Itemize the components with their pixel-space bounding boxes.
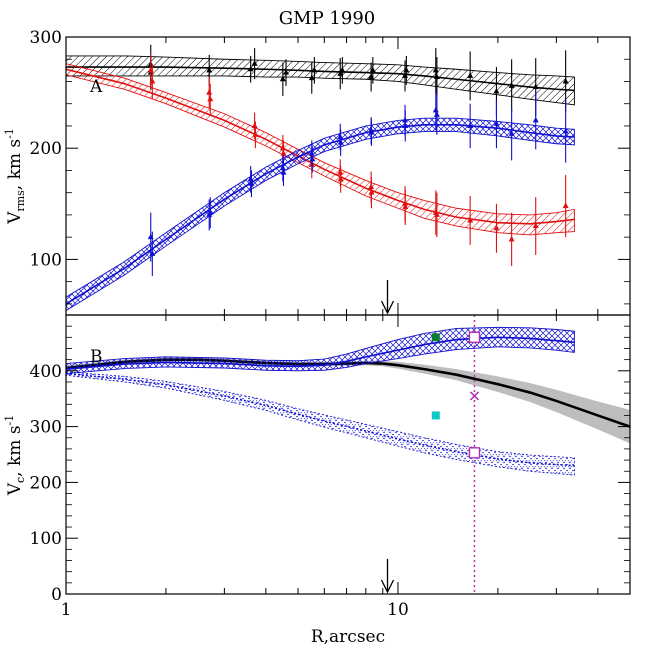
series-red-point <box>493 224 500 231</box>
series-red-point <box>280 150 287 156</box>
y-tick-label: 200 <box>30 473 62 493</box>
series-blue-line <box>66 124 575 305</box>
series-blue-point <box>337 139 344 145</box>
series-black-point <box>339 66 346 73</box>
y-tick-label: 300 <box>30 28 62 48</box>
series-blue-point <box>247 175 254 182</box>
y-tick-label: 300 <box>30 418 62 438</box>
series-blue-point <box>309 155 316 162</box>
y-tick-label: 100 <box>30 529 62 549</box>
plot-frame <box>65 314 631 595</box>
plot-area <box>66 44 575 312</box>
series-red-point <box>207 95 214 102</box>
series-red-point <box>149 77 156 84</box>
series-red-point <box>532 222 539 229</box>
panel-b-label: B <box>90 347 103 367</box>
panel-a-label: A <box>89 77 103 97</box>
marker-magenta-cross <box>469 391 479 401</box>
series-blue-point <box>432 106 439 113</box>
marker-green-square <box>431 333 440 342</box>
series-black-point <box>562 77 569 84</box>
series-red-point <box>433 211 440 217</box>
panel-a: 100 200 300 <box>30 28 631 316</box>
svg-text:Vc, km s-1: Vc, km s-1 <box>3 415 27 497</box>
series-black-point <box>433 73 440 80</box>
series-black-point <box>279 75 286 82</box>
series-black-point <box>403 66 410 73</box>
y-tick-label: 200 <box>30 139 62 159</box>
series-blue-point <box>493 120 500 126</box>
series-blue-point <box>368 129 375 135</box>
plot-area <box>66 315 630 594</box>
series-blue-point <box>467 122 474 128</box>
series-blue-point <box>532 116 539 123</box>
series-red-point <box>467 216 474 223</box>
x-tick-label: 10 <box>387 600 409 620</box>
series-blue-dotted-line <box>66 372 575 467</box>
series-black-point <box>532 83 539 90</box>
series-red-point <box>402 203 409 210</box>
series-black-point <box>206 66 213 73</box>
series-red-point <box>337 175 344 182</box>
marker-magenta-open-square <box>468 447 481 459</box>
series-black-band <box>66 357 630 444</box>
arrow-marker <box>380 559 395 594</box>
series-black-point <box>283 69 290 75</box>
series-blue-band <box>66 326 575 375</box>
marker-cyan-square <box>431 411 440 420</box>
series-blue-band <box>66 117 575 312</box>
series-red-point <box>508 235 515 242</box>
series-black-point <box>311 66 318 73</box>
y-tick-label: 400 <box>30 362 62 382</box>
series-blue-point <box>562 128 569 134</box>
series-black-point <box>369 66 376 73</box>
y-axis-label-a: Vrms, km s-1 <box>3 128 27 225</box>
panel-b: 0 100 200 300 400 1 10 <box>30 314 631 620</box>
series-black-point <box>467 72 474 78</box>
series-red-band <box>66 63 575 236</box>
series-black-point <box>337 70 344 76</box>
x-axis-label: R,arcsec <box>311 627 385 647</box>
series-red-point <box>206 89 213 95</box>
marker-magenta-open-square <box>468 331 481 344</box>
series-blue-point <box>402 122 409 128</box>
svg-text:Vrms, km s-1: Vrms, km s-1 <box>3 128 27 225</box>
series-blue-point <box>207 209 214 215</box>
series-red-point <box>252 131 259 137</box>
chart-title: GMP 1990 <box>279 8 375 29</box>
y-axis-label-b: Vc, km s-1 <box>3 415 27 497</box>
arrow-marker <box>380 280 395 315</box>
y-tick-label: 0 <box>51 585 62 605</box>
series-red-point <box>279 144 286 151</box>
series-blue-line <box>66 336 575 370</box>
series-blue-point <box>149 250 156 256</box>
series-blue-point <box>280 169 287 175</box>
series-blue-point <box>279 164 286 171</box>
series-black-point <box>251 60 258 66</box>
series-red-point <box>368 189 375 195</box>
series-black-point <box>508 82 515 88</box>
series-red-point <box>251 122 258 128</box>
series-black-point <box>308 74 315 81</box>
series-black-line <box>66 66 575 92</box>
series-red-line <box>66 68 575 225</box>
series-blue-point <box>433 111 440 117</box>
x-tick-label: 1 <box>61 600 72 620</box>
series-red-point <box>562 202 569 209</box>
series-black-band <box>66 55 575 106</box>
series-blue-point <box>248 180 255 186</box>
series-black-point <box>493 87 500 94</box>
series-black-point <box>247 65 254 72</box>
series-blue-point <box>508 130 515 136</box>
y-tick-label: 100 <box>30 250 62 270</box>
